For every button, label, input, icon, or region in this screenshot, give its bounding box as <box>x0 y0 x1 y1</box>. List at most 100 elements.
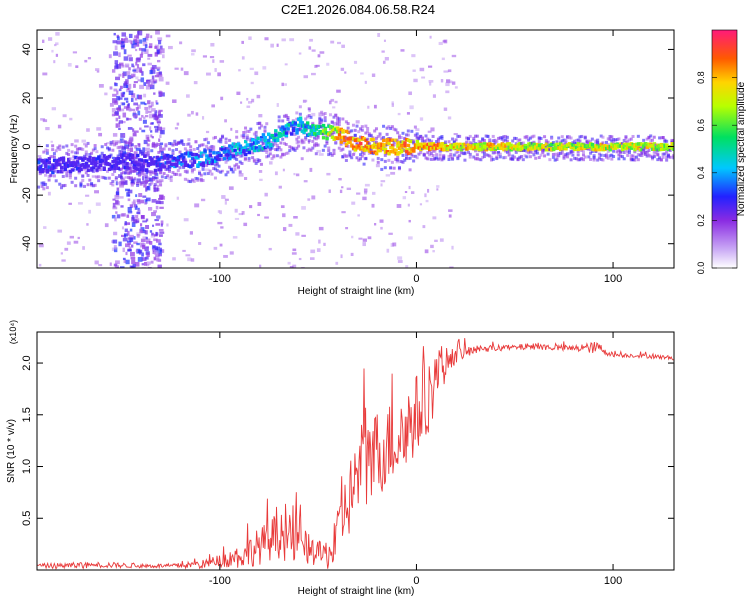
noise-band-cell <box>121 32 127 37</box>
noise-band-cell <box>122 71 127 77</box>
ridge-halo-cell <box>44 169 48 173</box>
ridge-halo-cell <box>627 138 631 142</box>
ridge-cell <box>528 146 533 150</box>
ridge-cell <box>603 147 607 152</box>
ridge-halo-cell <box>267 145 271 149</box>
ridge-cell <box>396 152 400 156</box>
ridge-cell <box>93 161 98 165</box>
noise-cell <box>419 67 425 72</box>
noise-cell <box>341 211 346 214</box>
ridge-cell <box>228 150 232 154</box>
noise-cell <box>191 49 196 53</box>
ridge-halo-cell <box>649 134 653 138</box>
ridge-cell <box>555 142 559 147</box>
noise-band-cell <box>144 125 149 128</box>
ridge-halo-cell <box>525 155 529 159</box>
noise-band-cell <box>146 186 151 191</box>
noise-cell <box>445 82 450 87</box>
ridge-halo-cell <box>493 141 497 145</box>
ridge-halo-cell <box>120 176 124 180</box>
noise-band-cell <box>134 156 138 159</box>
ridge-cell <box>475 145 480 150</box>
ridge-cell <box>224 153 228 157</box>
ridge-halo-cell <box>212 167 216 171</box>
noise-cell <box>434 239 438 243</box>
ridge-halo-cell <box>281 119 285 123</box>
noise-band-cell <box>148 46 153 49</box>
ridge-halo-cell <box>631 134 635 138</box>
noise-band-cell <box>158 40 162 45</box>
ridge-cell <box>45 170 50 174</box>
ridge-halo-cell <box>475 134 479 138</box>
ridge-cell <box>410 139 414 144</box>
noise-cell <box>187 257 192 262</box>
ridge-halo-cell <box>231 151 235 155</box>
noise-band-cell <box>118 105 121 109</box>
noise-band-cell <box>144 175 148 179</box>
ridge-halo-cell <box>548 148 552 152</box>
ridge-cell <box>198 154 202 158</box>
ridge-cell <box>431 145 435 150</box>
ridge-halo-cell <box>431 157 435 161</box>
ridge-halo-cell <box>125 141 129 145</box>
ridge-halo-cell <box>129 169 133 173</box>
ridge-cell <box>325 131 329 135</box>
ridge-cell <box>661 147 666 152</box>
ridge-halo-cell <box>417 152 421 156</box>
ridge-halo-cell <box>578 139 582 143</box>
ridge-halo-cell <box>401 131 405 135</box>
noise-band-cell <box>133 203 136 208</box>
ridge-cell <box>205 154 209 158</box>
ridge-cell <box>45 168 50 172</box>
noise-cell <box>282 213 286 218</box>
ridge-cell <box>291 126 296 131</box>
ridge-halo-cell <box>86 173 90 177</box>
ridge-cell <box>378 144 382 148</box>
ridge-halo-cell <box>332 115 336 119</box>
ridge-halo-cell <box>374 136 378 140</box>
ridge-halo-cell <box>240 154 244 158</box>
noise-band-cell <box>158 228 164 232</box>
ridge-halo-cell <box>93 183 97 187</box>
ridge-cell <box>107 167 112 172</box>
noise-band-cell <box>121 38 126 43</box>
ridge-halo-cell <box>258 126 262 130</box>
noise-band-cell <box>149 241 153 245</box>
noise-band-cell <box>130 244 134 248</box>
noise-cell <box>309 257 315 260</box>
ridge-cell <box>445 144 450 149</box>
ridge-cell <box>482 144 487 148</box>
ridge-halo-cell <box>136 160 140 164</box>
ridge-halo-cell <box>132 156 136 160</box>
ridge-halo-cell <box>401 153 405 157</box>
ridge-halo-cell <box>642 149 646 153</box>
ridge-halo-cell <box>129 167 133 171</box>
ridge-cell <box>592 147 597 152</box>
ridge-halo-cell <box>548 158 552 162</box>
ridge-halo-cell <box>277 119 281 123</box>
ridge-cell <box>61 158 66 162</box>
ridge-cell <box>116 161 121 165</box>
ridge-halo-cell <box>567 152 571 156</box>
ridge-halo-cell <box>431 154 435 158</box>
ridge-cell <box>558 144 563 149</box>
ridge-halo-cell <box>355 156 359 160</box>
ridge-halo-cell <box>617 157 621 161</box>
noise-band-cell <box>113 32 116 36</box>
noise-cell <box>176 122 180 126</box>
ridge-halo-cell <box>288 149 292 153</box>
noise-cell <box>64 247 69 251</box>
ridge-halo-cell <box>155 179 159 183</box>
ridge-halo-cell <box>617 149 621 153</box>
noise-cell <box>210 42 215 47</box>
noise-cell <box>293 216 298 219</box>
ridge-halo-cell <box>465 145 469 149</box>
ridge-halo-cell <box>378 132 382 136</box>
ridge-halo-cell <box>323 112 327 116</box>
ridge-halo-cell <box>109 140 113 144</box>
noise-cell <box>411 155 415 158</box>
ridge-cell <box>222 157 227 161</box>
noise-cell <box>336 89 341 93</box>
noise-band-cell <box>144 230 148 235</box>
ridge-halo-cell <box>249 137 253 141</box>
